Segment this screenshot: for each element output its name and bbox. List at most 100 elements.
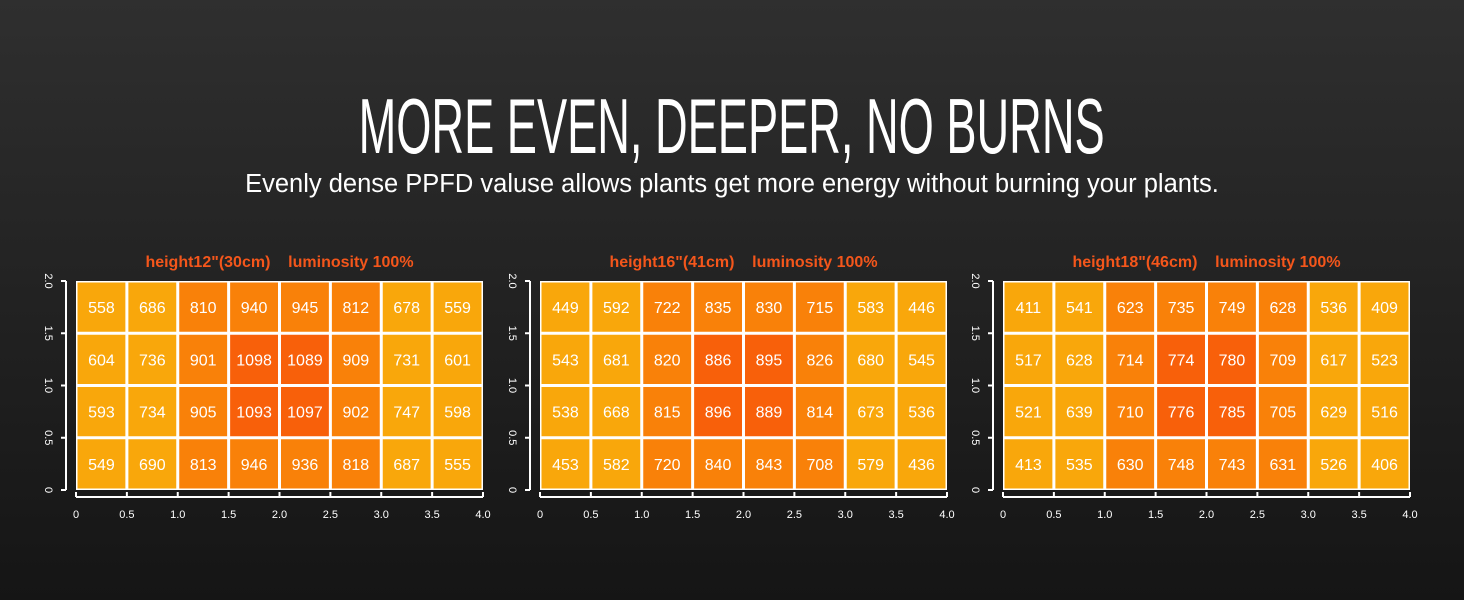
chart-title: height16"(41cm) luminosity 100%	[609, 254, 877, 271]
cell-value: 411	[1016, 300, 1042, 317]
heatmap-cell	[745, 334, 793, 384]
heatmap-cell	[1055, 334, 1104, 384]
x-tick-label: 2.5	[1250, 509, 1265, 521]
cell-value: 526	[1320, 457, 1347, 474]
x-tick-label: 4.0	[1402, 509, 1417, 521]
cell-value: 582	[603, 457, 630, 474]
chart-title: height12"(30cm) luminosity 100%	[145, 254, 413, 271]
cell-value: 705	[1269, 405, 1296, 422]
cell-value: 449	[552, 300, 579, 317]
cell-value: 810	[190, 300, 217, 317]
heatmap-cell	[846, 334, 895, 384]
heatmap-cell	[179, 282, 228, 332]
heatmap-cell	[795, 387, 844, 437]
cell-value: 748	[1168, 457, 1195, 474]
heatmap-cell	[179, 387, 228, 437]
heatmap-cell	[1258, 439, 1307, 489]
cell-value: 523	[1371, 352, 1398, 369]
x-tick-label: 1.0	[170, 509, 185, 521]
cell-value: 940	[241, 300, 268, 317]
heatmap-cell	[128, 282, 177, 332]
y-tick-label: 0.5	[506, 430, 518, 445]
cell-value: 629	[1320, 405, 1347, 422]
x-tick-label: 4.0	[475, 509, 490, 521]
heatmap-cell	[592, 439, 641, 489]
heatmap-cell	[643, 282, 692, 332]
cell-value: 536	[1320, 300, 1347, 317]
heatmap-cell	[795, 282, 844, 332]
heatmap-cell	[897, 282, 946, 332]
x-tick-label: 1.5	[1148, 509, 1163, 521]
heatmap-cell	[541, 334, 590, 384]
cell-value: 946	[241, 457, 268, 474]
x-tick-label: 0.5	[583, 509, 598, 521]
cell-value: 628	[1269, 300, 1296, 317]
heatmap-cell	[1258, 334, 1307, 384]
cell-value: 1089	[287, 352, 323, 369]
heatmap-cell	[331, 282, 380, 332]
heatmap-cell	[846, 387, 895, 437]
heatmap-cell	[592, 282, 641, 332]
cell-value: 536	[908, 405, 935, 422]
y-tick-label: 2.0	[506, 273, 518, 288]
cell-value: 815	[654, 405, 681, 422]
heatmap-cell	[1208, 439, 1256, 489]
heatmap-cell	[541, 387, 590, 437]
heatmap-cell	[331, 334, 380, 384]
cell-value: 598	[444, 405, 471, 422]
cell-value: 559	[444, 300, 471, 317]
heatmap-cell	[77, 387, 126, 437]
cell-value: 780	[1219, 352, 1246, 369]
y-tick-label: 2.0	[969, 273, 981, 288]
y-tick-label: 1.5	[506, 326, 518, 341]
y-tick-label: 2.0	[42, 273, 54, 288]
heatmap-cell	[745, 439, 793, 489]
cell-value: 818	[342, 457, 369, 474]
heatmap-cell	[592, 334, 641, 384]
heatmap-cell	[643, 387, 692, 437]
cell-value: 945	[292, 300, 319, 317]
heatmap-cell	[281, 334, 329, 384]
heatmap-cell	[1004, 334, 1053, 384]
heatmap-cell	[179, 439, 228, 489]
x-tick-label: 2.5	[323, 509, 338, 521]
cell-value: 1093	[236, 405, 272, 422]
heatmap-cell	[230, 334, 278, 384]
x-tick-label: 2.0	[736, 509, 751, 521]
cell-value: 735	[1168, 300, 1195, 317]
x-tick-label: 2.0	[1199, 509, 1214, 521]
heatmap-cell	[1360, 334, 1409, 384]
y-tick-label: 0	[42, 487, 54, 493]
x-tick-label: 0	[1000, 509, 1006, 521]
x-tick-label: 2.5	[787, 509, 802, 521]
heatmap-cell	[128, 334, 177, 384]
heatmap-cell	[433, 282, 482, 332]
cell-value: 623	[1117, 300, 1144, 317]
cell-value: 909	[342, 352, 369, 369]
heatmap-cell	[897, 334, 946, 384]
heatmap-cell	[1106, 334, 1155, 384]
heatmap-cell	[1309, 282, 1358, 332]
heatmap-cell	[1055, 439, 1104, 489]
y-tick-label: 1.5	[969, 326, 981, 341]
cell-value: 743	[1219, 457, 1246, 474]
heatmap-cell	[1360, 439, 1409, 489]
heatmap-cell	[128, 387, 177, 437]
heatmap-cell	[433, 334, 482, 384]
cell-value: 579	[857, 457, 884, 474]
heatmap-cell	[1106, 439, 1155, 489]
cell-value: 812	[342, 300, 369, 317]
y-tick-label: 1.0	[42, 378, 54, 393]
x-tick-label: 1.5	[685, 509, 700, 521]
heatmap-cell	[382, 282, 431, 332]
cell-value: 709	[1269, 352, 1296, 369]
heatmap-cell	[230, 282, 278, 332]
cell-value: 774	[1168, 352, 1195, 369]
cell-value: 545	[908, 352, 935, 369]
heatmap-cell	[1106, 282, 1155, 332]
cell-value: 749	[1219, 300, 1246, 317]
heatmap-cell	[1157, 439, 1205, 489]
heatmap-cell	[694, 334, 742, 384]
cell-value: 639	[1066, 405, 1093, 422]
cell-value: 413	[1015, 457, 1042, 474]
